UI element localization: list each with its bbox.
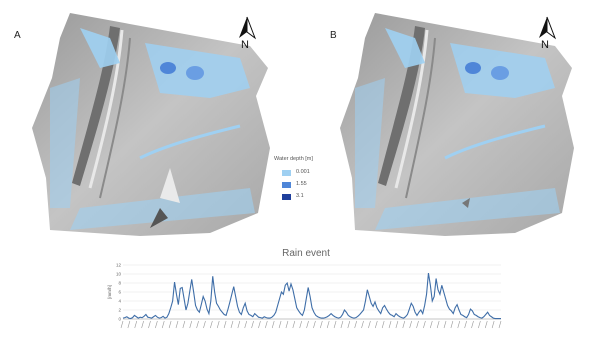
x-tick-mark bbox=[347, 320, 351, 329]
x-tick-mark bbox=[368, 320, 371, 329]
rain-series-line bbox=[122, 273, 501, 320]
x-tick-mark bbox=[196, 320, 199, 329]
x-tick-mark bbox=[265, 320, 268, 329]
x-tick-mark bbox=[361, 320, 364, 329]
x-tick-mark bbox=[443, 320, 447, 329]
y-axis-label: [mm/h] bbox=[107, 285, 112, 299]
x-tick-mark bbox=[258, 320, 261, 329]
legend-label: 3.1 bbox=[296, 193, 304, 199]
x-tick-mark bbox=[141, 320, 144, 329]
x-tick-mark bbox=[381, 320, 385, 329]
north-arrow-icon bbox=[239, 16, 257, 40]
legend-label: 1.55 bbox=[296, 181, 307, 187]
legend-swatch bbox=[282, 170, 291, 176]
x-tick-mark bbox=[416, 320, 419, 329]
x-tick-mark bbox=[333, 320, 337, 329]
x-tick-mark bbox=[402, 320, 406, 329]
x-tick-mark bbox=[292, 320, 296, 329]
x-tick-mark bbox=[148, 320, 151, 329]
flood-map-panel-b: B N bbox=[330, 8, 600, 240]
x-tick-mark bbox=[299, 320, 302, 329]
north-arrow: N bbox=[236, 16, 258, 52]
x-tick-mark bbox=[271, 320, 275, 329]
x-tick-mark bbox=[244, 320, 247, 329]
y-tick-label: 12 bbox=[116, 263, 122, 268]
legend-title: Water depth [m] bbox=[274, 156, 313, 162]
legend-label: 0.001 bbox=[296, 169, 310, 175]
x-tick-mark bbox=[409, 320, 412, 329]
x-tick-mark bbox=[326, 320, 330, 329]
x-tick-mark bbox=[484, 320, 488, 329]
x-tick-mark bbox=[216, 320, 220, 329]
y-tick-label: 2 bbox=[118, 308, 121, 313]
x-tick-mark bbox=[223, 320, 227, 329]
rain-event-chart: Rain event 0 2 4 6 8 10 12 [mm/h] bbox=[105, 248, 507, 348]
x-tick-mark bbox=[120, 320, 124, 329]
x-tick-mark bbox=[340, 320, 344, 329]
y-tick-label: 4 bbox=[118, 299, 121, 304]
y-tick-label: 6 bbox=[118, 290, 121, 295]
y-tick-label: 8 bbox=[118, 281, 121, 286]
x-tick-mark bbox=[251, 320, 254, 329]
x-tick-mark bbox=[237, 320, 241, 329]
x-tick-mark bbox=[375, 320, 378, 329]
flood-map-panel-a: A N bbox=[10, 8, 280, 240]
flood-map-a-image bbox=[32, 13, 270, 236]
north-arrow-icon bbox=[539, 16, 557, 40]
rain-event-plot: 0 2 4 6 8 10 12 [mm/h] bbox=[107, 263, 502, 329]
legend-swatch bbox=[282, 182, 291, 188]
x-tick-mark bbox=[203, 320, 206, 329]
x-tick-mark bbox=[306, 320, 309, 329]
x-tick-mark bbox=[210, 320, 213, 329]
x-tick-mark bbox=[423, 320, 426, 329]
y-tick-label: 10 bbox=[116, 272, 122, 277]
x-tick-mark bbox=[168, 320, 172, 329]
panel-label-b: B bbox=[330, 30, 337, 41]
north-arrow: N bbox=[536, 16, 558, 52]
legend-swatch bbox=[282, 194, 291, 200]
x-tick-mark bbox=[436, 320, 440, 329]
x-tick-mark bbox=[134, 320, 138, 329]
x-tick-mark bbox=[498, 320, 502, 329]
x-tick-mark bbox=[278, 320, 282, 329]
x-tick-mark bbox=[285, 320, 289, 329]
x-tick-mark bbox=[491, 320, 495, 329]
north-label: N bbox=[541, 39, 549, 51]
x-tick-mark bbox=[457, 320, 461, 329]
x-tick-mark bbox=[464, 320, 467, 329]
x-tick-mark bbox=[182, 320, 186, 329]
x-tick-mark bbox=[478, 320, 481, 329]
x-tick-mark bbox=[313, 320, 316, 329]
y-tick-label: 0 bbox=[118, 317, 121, 322]
x-tick-mark bbox=[127, 320, 131, 329]
x-tick-mark bbox=[161, 320, 165, 329]
panel-label-a: A bbox=[14, 30, 21, 41]
x-tick-mark bbox=[320, 320, 323, 329]
x-tick-mark bbox=[175, 320, 179, 329]
x-tick-mark bbox=[189, 320, 193, 329]
x-tick-mark bbox=[155, 320, 158, 329]
x-tick-mark bbox=[471, 320, 474, 329]
x-tick-mark bbox=[450, 320, 454, 329]
x-tick-mark bbox=[429, 320, 433, 329]
x-tick-mark bbox=[354, 320, 357, 329]
water-depth-legend: Water depth [m] 0.001 1.55 3.1 bbox=[274, 156, 334, 216]
north-label: N bbox=[241, 39, 249, 51]
flood-map-b-image bbox=[340, 13, 574, 236]
x-tick-mark bbox=[388, 320, 392, 329]
x-tick-mark bbox=[230, 320, 234, 329]
x-tick-mark bbox=[395, 320, 399, 329]
chart-title: Rain event bbox=[282, 248, 330, 259]
